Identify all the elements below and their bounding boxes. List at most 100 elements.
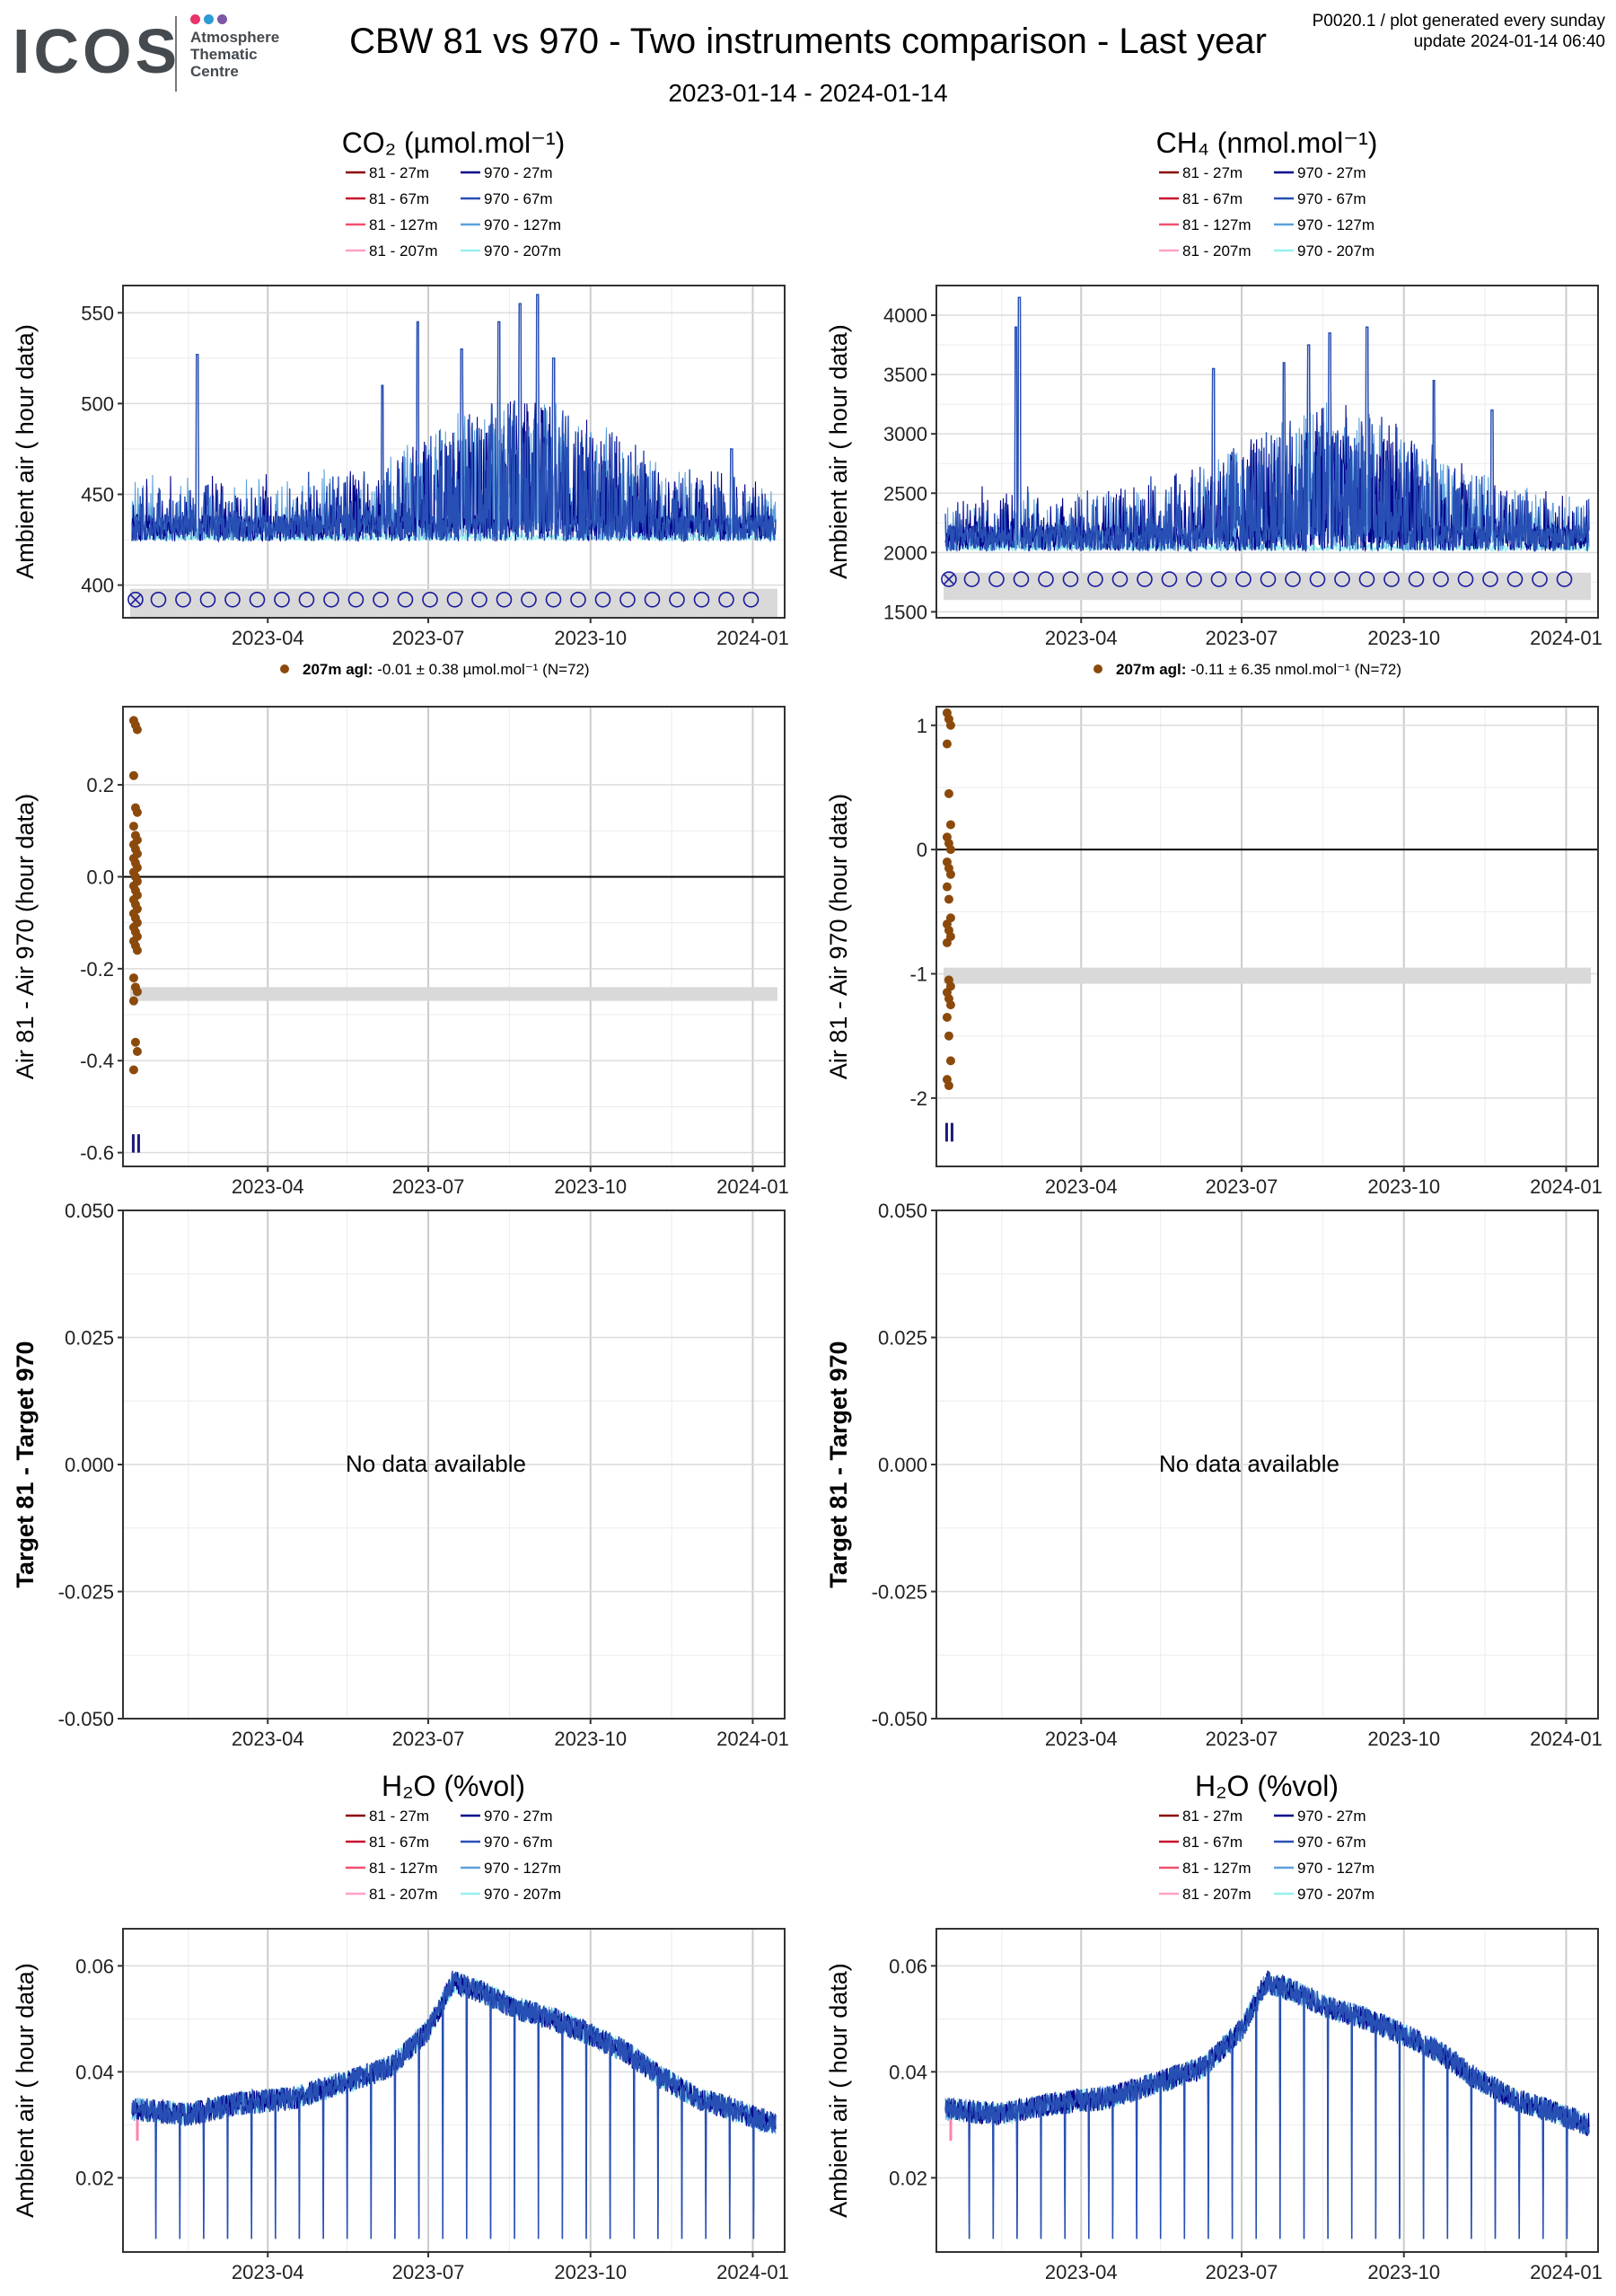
series-line <box>131 294 777 543</box>
x-tick-label: 2023-04 <box>1045 627 1118 649</box>
legend-label: 970 - 67m <box>1297 190 1366 207</box>
calibration-marker <box>1038 571 1054 587</box>
diff-legend: 207m agl: -0.01 ± 0.38 µmol.mol⁻¹ (N=72) <box>303 661 590 678</box>
calibration-marker <box>1062 571 1079 587</box>
date-range: 2023-01-14 - 2024-01-14 <box>668 79 948 107</box>
y-axis-label: Air 81 - Air 970 (hour data) <box>825 794 852 1079</box>
diff-legend: 207m agl: -0.11 ± 6.35 nmol.mol⁻¹ (N=72) <box>1116 661 1401 678</box>
calibration-marker <box>619 591 636 608</box>
y-tick-label: 550 <box>81 302 114 324</box>
y-tick-label: 0.04 <box>889 2061 927 2083</box>
calibration-marker <box>1309 571 1326 587</box>
section-title-h2o_left: H₂O (%vol) <box>382 1770 525 1802</box>
legend-h2o_right: 81 - 27m 970 - 27m 81 - 67m 970 - 67m 81 - 1… <box>1159 1808 1374 1903</box>
icos-logo: ICOS <box>13 16 181 86</box>
y-tick-label: -0.050 <box>58 1708 114 1730</box>
calibration-marker <box>693 591 710 608</box>
x-tick-label: 2023-04 <box>232 627 304 649</box>
diff-point <box>945 1056 955 1066</box>
panel-co2-diff: -0.6 -0.4 -0.2 0.0 0.2 2023-04 2023-07 2023-10 2… <box>12 661 789 1198</box>
calibration-marker <box>274 591 290 608</box>
calibration-marker <box>1433 571 1449 587</box>
calibration-marker <box>422 591 438 608</box>
diff-point <box>130 1037 140 1047</box>
x-tick-label: 2023-04 <box>232 2261 304 2283</box>
logo-dots <box>190 13 231 24</box>
diff-point <box>132 946 142 955</box>
y-tick-label: 0.0 <box>86 866 114 888</box>
legend-label: 970 - 127m <box>1297 216 1374 233</box>
y-tick-label: 3500 <box>883 364 927 386</box>
y-tick-label: 0.050 <box>878 1200 927 1222</box>
legend-label: 970 - 67m <box>484 1834 553 1851</box>
x-tick-label: 2024-01 <box>1530 1728 1603 1750</box>
x-tick-label: 2023-04 <box>232 1728 304 1750</box>
panel-frame <box>122 706 786 1167</box>
logo-separator <box>175 16 177 92</box>
diff-point <box>945 1000 955 1010</box>
x-tick-label: 2023-07 <box>1206 2261 1278 2283</box>
calibration-marker <box>1137 571 1153 587</box>
diff-legend-marker <box>1093 664 1102 673</box>
diff-point <box>132 807 142 817</box>
legend-label: 81 - 27m <box>1182 164 1243 181</box>
y-tick-label: 1500 <box>883 601 927 623</box>
legend-label: 81 - 127m <box>369 1860 438 1877</box>
calibration-marker <box>988 571 1005 587</box>
calibration-marker <box>150 591 167 608</box>
y-tick-label: 0.000 <box>878 1454 927 1476</box>
legend-label: 81 - 207m <box>1182 242 1252 260</box>
y-tick-label: 400 <box>81 575 114 597</box>
calibration-marker <box>941 571 957 587</box>
calibration-marker <box>347 591 364 608</box>
x-tick-label: 2024-01 <box>1530 2261 1603 2283</box>
diff-legend-n: (N=72) <box>542 661 589 678</box>
legend-label: 81 - 27m <box>1182 1808 1243 1825</box>
calibration-marker <box>446 591 463 608</box>
calibration-marker <box>224 591 241 608</box>
calibration-marker <box>298 591 315 608</box>
y-tick-label: 0.02 <box>75 2167 114 2189</box>
diff-point <box>942 937 952 947</box>
logo-text-line-3: Centre <box>190 63 239 80</box>
x-tick-label: 2024-01 <box>1530 1175 1603 1198</box>
y-axis-label: Target 81 - Target 970 <box>12 1341 39 1588</box>
x-tick-label: 2023-04 <box>232 1175 304 1198</box>
legend-label: 970 - 127m <box>484 216 561 233</box>
legend-label: 81 - 27m <box>369 164 429 181</box>
diff-point <box>128 973 138 983</box>
y-tick-label: 0 <box>917 839 927 861</box>
x-tick-label: 2024-01 <box>716 2261 789 2283</box>
y-tick-label: 1 <box>917 715 927 737</box>
logo-dot <box>190 14 200 24</box>
x-tick-label: 2023-10 <box>554 1175 627 1198</box>
calibration-marker <box>669 591 685 608</box>
diff-point <box>132 725 142 735</box>
diff-point <box>942 739 952 749</box>
panel-frame <box>935 1928 1599 2253</box>
diff-point <box>944 788 953 798</box>
plot-meta-line-1: P0020.1 / plot generated every sunday <box>1312 12 1605 31</box>
calibration-marker <box>1457 571 1474 587</box>
legend-label: 81 - 207m <box>369 242 438 260</box>
y-axis-label: Ambient air ( hour data) <box>825 1963 852 2218</box>
panel-frame <box>935 706 1599 1167</box>
legend-label: 970 - 27m <box>1297 164 1366 181</box>
diff-bar <box>950 1122 953 1142</box>
diff-point <box>942 1012 952 1022</box>
legend-label: 81 - 67m <box>369 1834 429 1851</box>
legend-label: 81 - 67m <box>1182 190 1243 207</box>
calibration-marker <box>1210 571 1227 587</box>
diff-point <box>128 770 138 780</box>
panel-ch4-diff: -2 -1 0 1 2023-04 2023-07 2023-10 2024-01 Air 81… <box>825 661 1603 1198</box>
x-tick-label: 2023-10 <box>1367 1175 1440 1198</box>
section-title-h2o_right: H₂O (%vol) <box>1195 1770 1339 1802</box>
calibration-marker <box>1161 571 1178 587</box>
calibration-marker <box>1285 571 1301 587</box>
legend-label: 970 - 127m <box>1297 1860 1374 1877</box>
diff-bar <box>136 1134 140 1153</box>
legend-label: 81 - 127m <box>369 216 438 233</box>
y-tick-label: 0.050 <box>65 1200 114 1222</box>
y-tick-label: 4000 <box>883 304 927 327</box>
series-line <box>131 1971 777 2239</box>
